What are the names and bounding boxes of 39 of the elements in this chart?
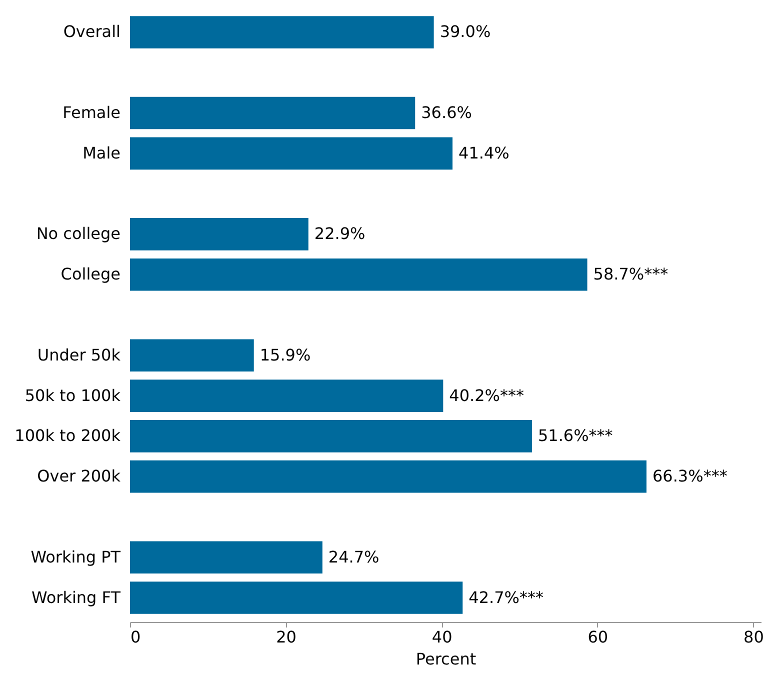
y-tick-label: Under 50k — [37, 345, 122, 364]
y-tick-label: Female — [62, 103, 120, 122]
data-label: 40.2%*** — [449, 386, 524, 405]
data-label: 15.9% — [260, 345, 311, 364]
bar — [130, 420, 532, 452]
bar — [130, 137, 453, 170]
bar — [130, 541, 322, 574]
x-tick-label: 0 — [130, 628, 141, 646]
bar — [130, 258, 588, 291]
x-tick-label: 80 — [744, 628, 764, 646]
x-tick-label: 20 — [276, 628, 296, 646]
data-label: 66.3%*** — [652, 466, 728, 486]
bar — [130, 460, 646, 493]
y-tick-label: Working FT — [31, 588, 121, 607]
y-tick-label: Over 200k — [37, 466, 122, 486]
data-label: 41.4% — [458, 143, 510, 162]
bar — [130, 16, 434, 48]
x-axis-title: Percent — [416, 650, 476, 668]
bar — [130, 339, 254, 372]
data-label: 42.7%*** — [468, 588, 544, 607]
data-label: 36.6% — [421, 103, 472, 122]
bar — [130, 380, 444, 412]
data-label: 24.7% — [328, 547, 380, 566]
data-label: 22.9% — [314, 224, 366, 244]
y-tick-label: 50k to 100k — [24, 386, 122, 405]
x-tick-label: 40 — [432, 628, 452, 646]
data-label: 39.0% — [440, 22, 491, 42]
y-tick-label: Overall — [63, 22, 120, 42]
data-label: 51.6%*** — [538, 426, 613, 446]
data-label: 58.7%*** — [593, 264, 668, 284]
x-tick-label: 60 — [588, 628, 608, 646]
y-tick-label: Working PT — [30, 547, 121, 566]
y-tick-label: College — [60, 264, 120, 284]
bar — [130, 582, 463, 614]
bar — [130, 218, 308, 250]
y-tick-label: Male — [82, 143, 120, 162]
bar — [130, 96, 416, 130]
y-tick-label: 100k to 200k — [14, 426, 122, 446]
y-tick-label: No college — [36, 224, 120, 244]
